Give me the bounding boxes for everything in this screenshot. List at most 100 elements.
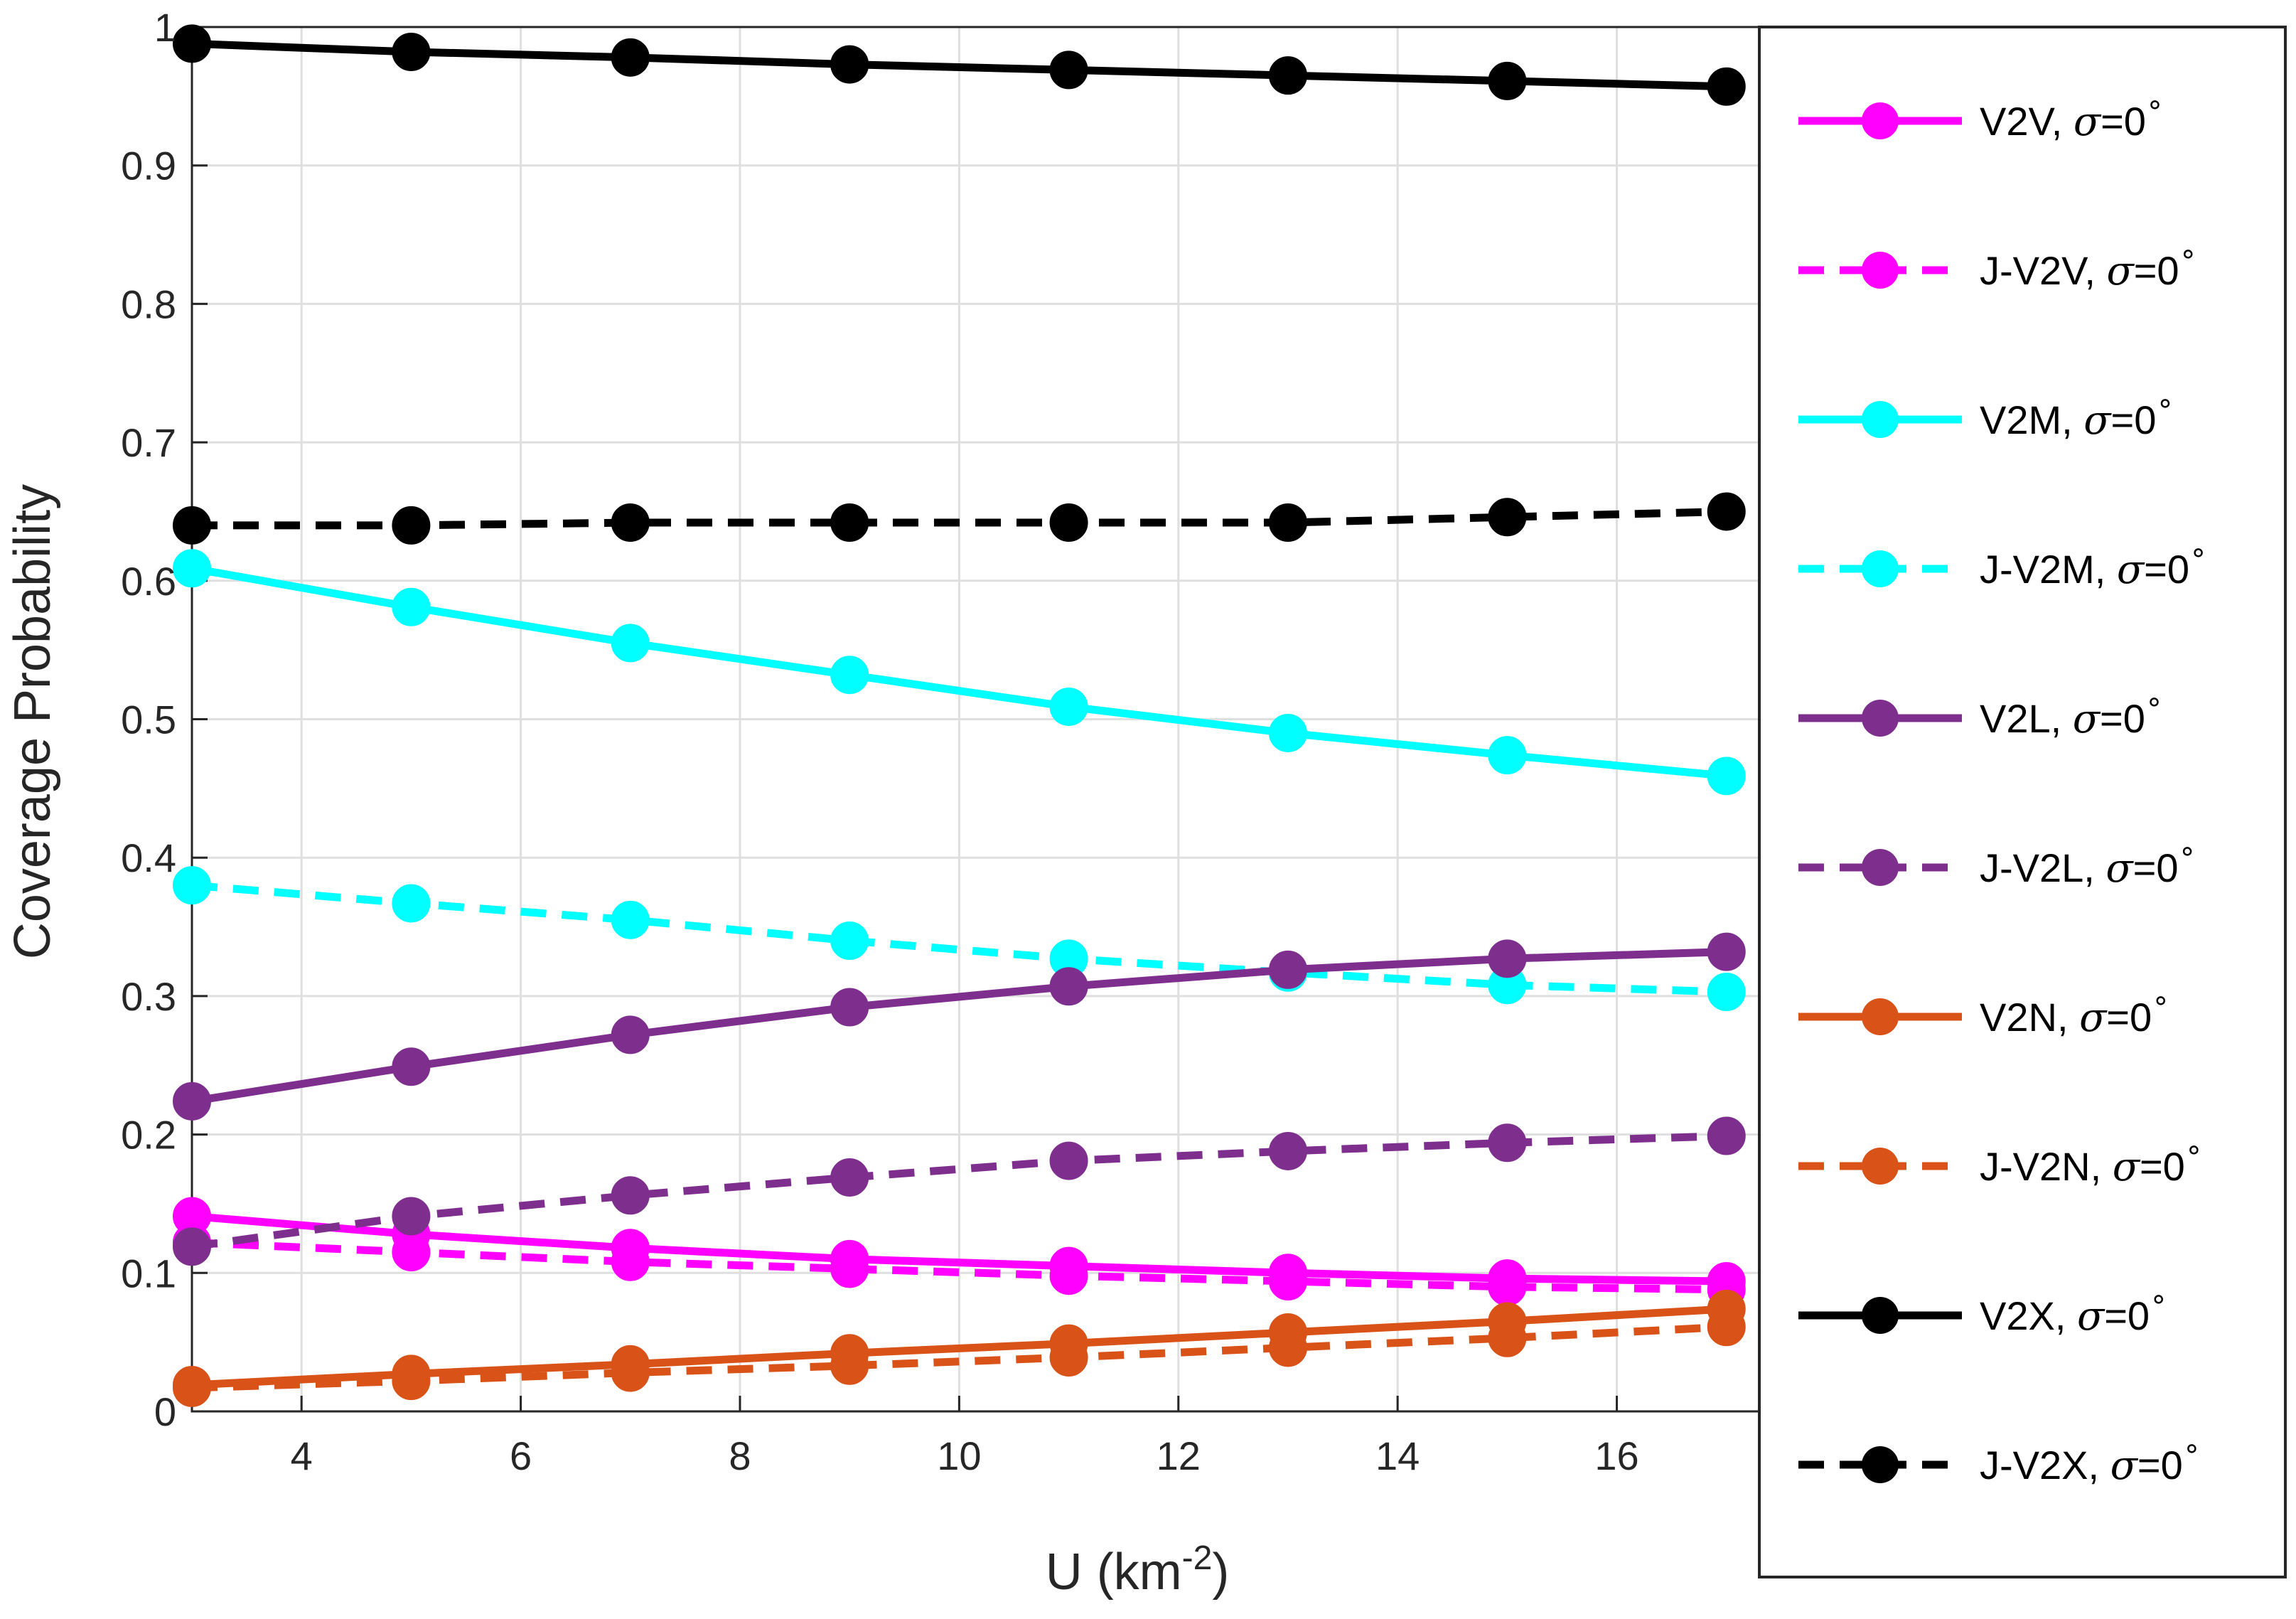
data-point	[173, 1227, 211, 1266]
data-point	[1488, 736, 1527, 775]
legend-item-j-v2n: J-V2N, σ=0∘	[1798, 1134, 2203, 1190]
series-j-v2x	[173, 492, 1746, 545]
data-point	[1049, 503, 1088, 543]
data-point	[173, 549, 211, 588]
y-tick-label: 0.1	[121, 1251, 176, 1295]
legend-label: J-V2L, σ=0∘	[1980, 835, 2196, 892]
data-point	[1268, 56, 1307, 95]
data-point	[830, 921, 869, 961]
data-point	[611, 38, 650, 77]
legend-item-j-v2v: J-V2V, σ=0∘	[1798, 238, 2197, 294]
legend-marker	[1862, 1297, 1899, 1334]
data-point	[173, 24, 211, 63]
data-point	[1707, 67, 1746, 106]
series-line	[191, 1323, 1727, 1392]
x-axis-label-main: U (km	[1046, 1544, 1182, 1601]
data-point	[173, 866, 211, 905]
legend-marker	[1862, 1148, 1899, 1185]
y-tick-label: 0.4	[121, 835, 176, 880]
legend-label: V2L, σ=0∘	[1980, 686, 2163, 742]
data-point	[1488, 498, 1527, 537]
legend-marker	[1862, 102, 1899, 139]
data-point	[1707, 1116, 1746, 1155]
x-axis-label-exponent: -2	[1182, 1539, 1213, 1577]
data-point	[392, 587, 431, 626]
x-tick-label: 8	[729, 1433, 751, 1478]
legend-item-v2n: V2N, σ=0∘	[1798, 985, 2169, 1041]
data-point	[611, 1242, 650, 1281]
data-point	[830, 1158, 869, 1197]
data-point	[1488, 61, 1527, 100]
y-tick-label: 0.6	[121, 559, 176, 604]
series-line	[191, 1239, 1727, 1294]
data-point	[1268, 1131, 1307, 1170]
series-line	[192, 508, 1727, 530]
legend-marker	[1862, 998, 1899, 1035]
legend-marker	[1862, 401, 1899, 438]
series-line	[191, 1132, 1727, 1251]
legend-item-v2v: V2V, σ=0∘	[1798, 89, 2164, 145]
legend-marker	[1862, 550, 1899, 587]
data-point	[611, 900, 650, 939]
legend-label: V2N, σ=0∘	[1980, 985, 2169, 1041]
data-point	[173, 506, 211, 545]
legend-item-j-v2l: J-V2L, σ=0∘	[1798, 835, 2196, 892]
legend-item-j-v2m: J-V2M, σ=0∘	[1798, 537, 2207, 593]
series-line	[191, 39, 1727, 91]
data-point	[611, 1176, 650, 1215]
data-point	[392, 506, 431, 545]
data-point	[1049, 967, 1088, 1006]
data-point	[1707, 932, 1746, 971]
data-point	[1268, 1328, 1307, 1367]
data-point	[611, 1015, 650, 1054]
data-point	[1268, 1261, 1307, 1300]
data-point	[392, 884, 431, 923]
legend-label: V2M, σ=0∘	[1980, 388, 2174, 444]
x-axis-label: U (km-2)	[1046, 1539, 1230, 1601]
y-tick-label: 0.2	[121, 1113, 176, 1158]
data-point	[1268, 503, 1307, 543]
legend-label: J-V2X, σ=0∘	[1980, 1433, 2201, 1489]
y-axis-label: Coverage Probability	[4, 484, 61, 959]
legend-marker	[1862, 1446, 1899, 1483]
y-tick-label: 0.5	[121, 698, 176, 742]
legend-item-v2m: V2M, σ=0∘	[1798, 388, 2174, 444]
legend-marker	[1862, 849, 1899, 886]
data-point	[1488, 939, 1527, 978]
series-v2l	[173, 932, 1746, 1121]
series-line	[191, 948, 1727, 1106]
data-point	[1488, 1318, 1527, 1357]
series-j-v2n	[173, 1308, 1746, 1407]
series-line	[191, 564, 1727, 780]
data-point	[830, 1249, 869, 1288]
x-axis-label-close: )	[1212, 1544, 1229, 1601]
data-point	[1049, 1141, 1088, 1180]
data-point	[830, 1346, 869, 1385]
legend-marker	[1862, 252, 1899, 289]
legend-marker	[1862, 700, 1899, 737]
x-tick-label: 12	[1157, 1433, 1201, 1478]
series-v2x	[173, 24, 1746, 106]
y-tick-label: 0.9	[121, 144, 176, 188]
data-point	[611, 503, 650, 543]
data-point	[1268, 950, 1307, 989]
data-point	[1488, 1267, 1527, 1306]
data-point	[1049, 1256, 1088, 1295]
x-tick-label: 6	[510, 1433, 532, 1478]
series-v2m	[173, 549, 1746, 796]
legend-label: V2V, σ=0∘	[1980, 89, 2164, 145]
series-j-v2l	[173, 1116, 1746, 1266]
data-point	[830, 656, 869, 695]
data-point	[392, 1233, 431, 1272]
data-point	[392, 1362, 431, 1401]
legend-label: J-V2N, σ=0∘	[1980, 1134, 2203, 1190]
data-point	[173, 1081, 211, 1121]
y-tick-label: 0.7	[121, 420, 176, 465]
x-tick-label: 14	[1375, 1433, 1420, 1478]
tick-labels: 4 6 8 10 12 14 16 0 0.1 0.2 0.3 0.4 0.5 0.6 0.7 0.8 0.9 1	[121, 5, 1639, 1478]
series-layer	[173, 24, 1746, 1407]
series-line	[191, 881, 1727, 996]
y-tick-label: 0.3	[121, 974, 176, 1019]
legend-item-v2l: V2L, σ=0∘	[1798, 686, 2163, 742]
